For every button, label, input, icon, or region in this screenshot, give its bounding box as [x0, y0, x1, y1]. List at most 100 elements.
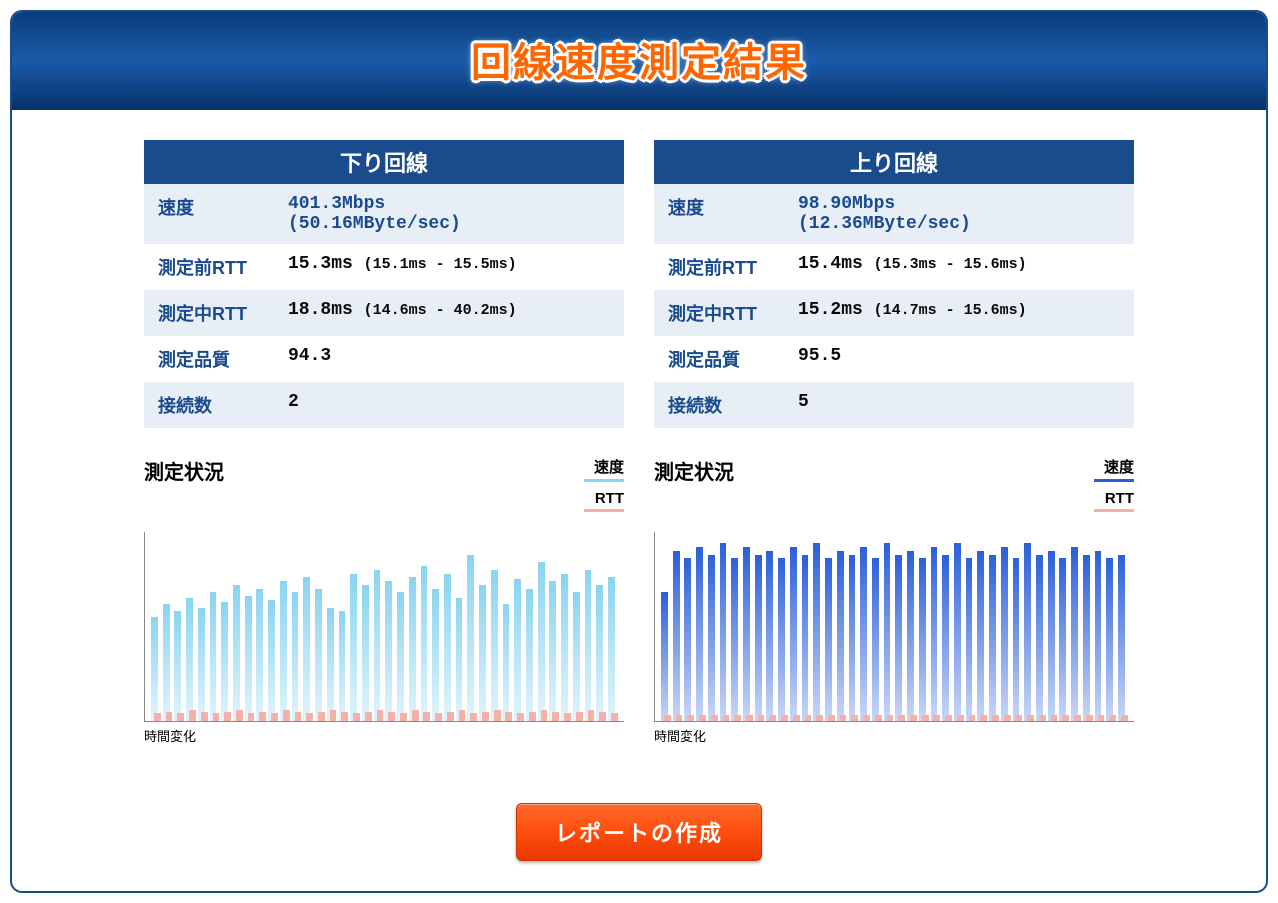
bar-slot [954, 532, 964, 721]
bar-slot [931, 532, 941, 721]
rtt-bar [588, 710, 595, 721]
speed-bar [350, 574, 357, 721]
speed-bar [163, 604, 170, 721]
legend-rtt: RTT [1094, 490, 1134, 512]
rtt-bar [699, 715, 706, 721]
speed-bar [1071, 547, 1078, 721]
rtt-bar [793, 715, 800, 721]
speed-bar [802, 555, 809, 721]
speed-bar [268, 600, 275, 721]
bar-slot [362, 532, 372, 721]
rtt-bar [236, 710, 243, 721]
bar-slot [385, 532, 395, 721]
rtt-bar [564, 713, 571, 721]
speed-bar [327, 608, 334, 721]
rtt-bar [318, 712, 325, 721]
rtt-bar [910, 715, 917, 721]
value-speed: 98.90Mbps (12.36MByte/sec) [794, 184, 1134, 244]
speed-bar [467, 555, 474, 721]
bar-slot [989, 532, 999, 721]
rtt-bar [412, 710, 419, 721]
bar-slot [1118, 532, 1128, 721]
rtt-bar [840, 715, 847, 721]
bar-slot [174, 532, 184, 721]
bar-slot [872, 532, 882, 721]
speed-bar [210, 592, 217, 721]
bar-slot [708, 532, 718, 721]
download-chart-section: 測定状況 速度 RTT 時間変化 [144, 456, 624, 745]
table-row: 測定中RTT 18.8ms (14.6ms - 40.2ms) [144, 290, 624, 336]
bar-slot [397, 532, 407, 721]
bar-slot [860, 532, 870, 721]
bar-slot [778, 532, 788, 721]
speed-bar [339, 611, 346, 721]
chart-legend: 速度 RTT [1094, 456, 1134, 520]
bar-slot [233, 532, 243, 721]
table-row: 測定前RTT 15.4ms (15.3ms - 15.6ms) [654, 244, 1134, 290]
legend-rtt-line [584, 509, 624, 512]
bar-slot [720, 532, 730, 721]
rtt-bar [1086, 715, 1093, 721]
bar-slot [268, 532, 278, 721]
bar-slot [421, 532, 431, 721]
speed-bar [514, 579, 521, 721]
speed-bar [1095, 551, 1102, 721]
create-report-button[interactable]: レポートの作成 [516, 803, 762, 861]
rtt-bar [980, 715, 987, 721]
download-panel: 下り回線 速度 401.3Mbps (50.16MByte/sec) 測定前RT… [144, 140, 624, 745]
value-quality: 95.5 [794, 336, 1134, 382]
value-rtt-during: 15.2ms (14.7ms - 15.6ms) [794, 290, 1134, 336]
bar-slot [573, 532, 583, 721]
speed-bar [362, 585, 369, 721]
speed-bar [673, 551, 680, 721]
table-row: 速度 401.3Mbps (50.16MByte/sec) [144, 184, 624, 244]
speed-bar [977, 551, 984, 721]
bar-slot [327, 532, 337, 721]
bar-slot [1048, 532, 1058, 721]
speed-bar [374, 570, 381, 721]
rtt-bar [576, 712, 583, 721]
speed-bar [708, 555, 715, 721]
label-speed: 速度 [144, 184, 284, 244]
rtt-bar [1074, 715, 1081, 721]
bar-slot [479, 532, 489, 721]
bar-slot [315, 532, 325, 721]
speed-bar [151, 617, 158, 721]
rtt-bar [341, 712, 348, 721]
label-rtt-during: 測定中RTT [144, 290, 284, 336]
bar-slot [919, 532, 929, 721]
bar-slot [444, 532, 454, 721]
bar-slot [585, 532, 595, 721]
value-rtt-before: 15.3ms (15.1ms - 15.5ms) [284, 244, 624, 290]
rtt-bar [517, 713, 524, 721]
value-rtt-during: 18.8ms (14.6ms - 40.2ms) [284, 290, 624, 336]
bar-slot [1036, 532, 1046, 721]
rtt-bar [992, 715, 999, 721]
speed-bar [731, 558, 738, 721]
speed-bar [907, 551, 914, 721]
bar-slot [790, 532, 800, 721]
label-rtt-before: 測定前RTT [654, 244, 794, 290]
rtt-bar [447, 712, 454, 721]
value-connections: 5 [794, 382, 1134, 428]
bar-slot [432, 532, 442, 721]
rtt-bar [1004, 715, 1011, 721]
table-row: 速度 98.90Mbps (12.36MByte/sec) [654, 184, 1134, 244]
rtt-bar [933, 715, 940, 721]
bar-slot [942, 532, 952, 721]
rtt-bar [611, 713, 618, 721]
bar-slot [198, 532, 208, 721]
rtt-bar [166, 712, 173, 721]
upload-title: 上り回線 [654, 140, 1134, 184]
speed-bar [825, 558, 832, 721]
rtt-bar [435, 713, 442, 721]
rtt-bar [330, 710, 337, 721]
label-connections: 接続数 [144, 382, 284, 428]
rtt-bar [664, 715, 671, 721]
rtt-bar [887, 715, 894, 721]
value-speed: 401.3Mbps (50.16MByte/sec) [284, 184, 624, 244]
bar-slot [256, 532, 266, 721]
speed-bar [1013, 558, 1020, 721]
rtt-bar [851, 715, 858, 721]
rtt-bar [353, 713, 360, 721]
